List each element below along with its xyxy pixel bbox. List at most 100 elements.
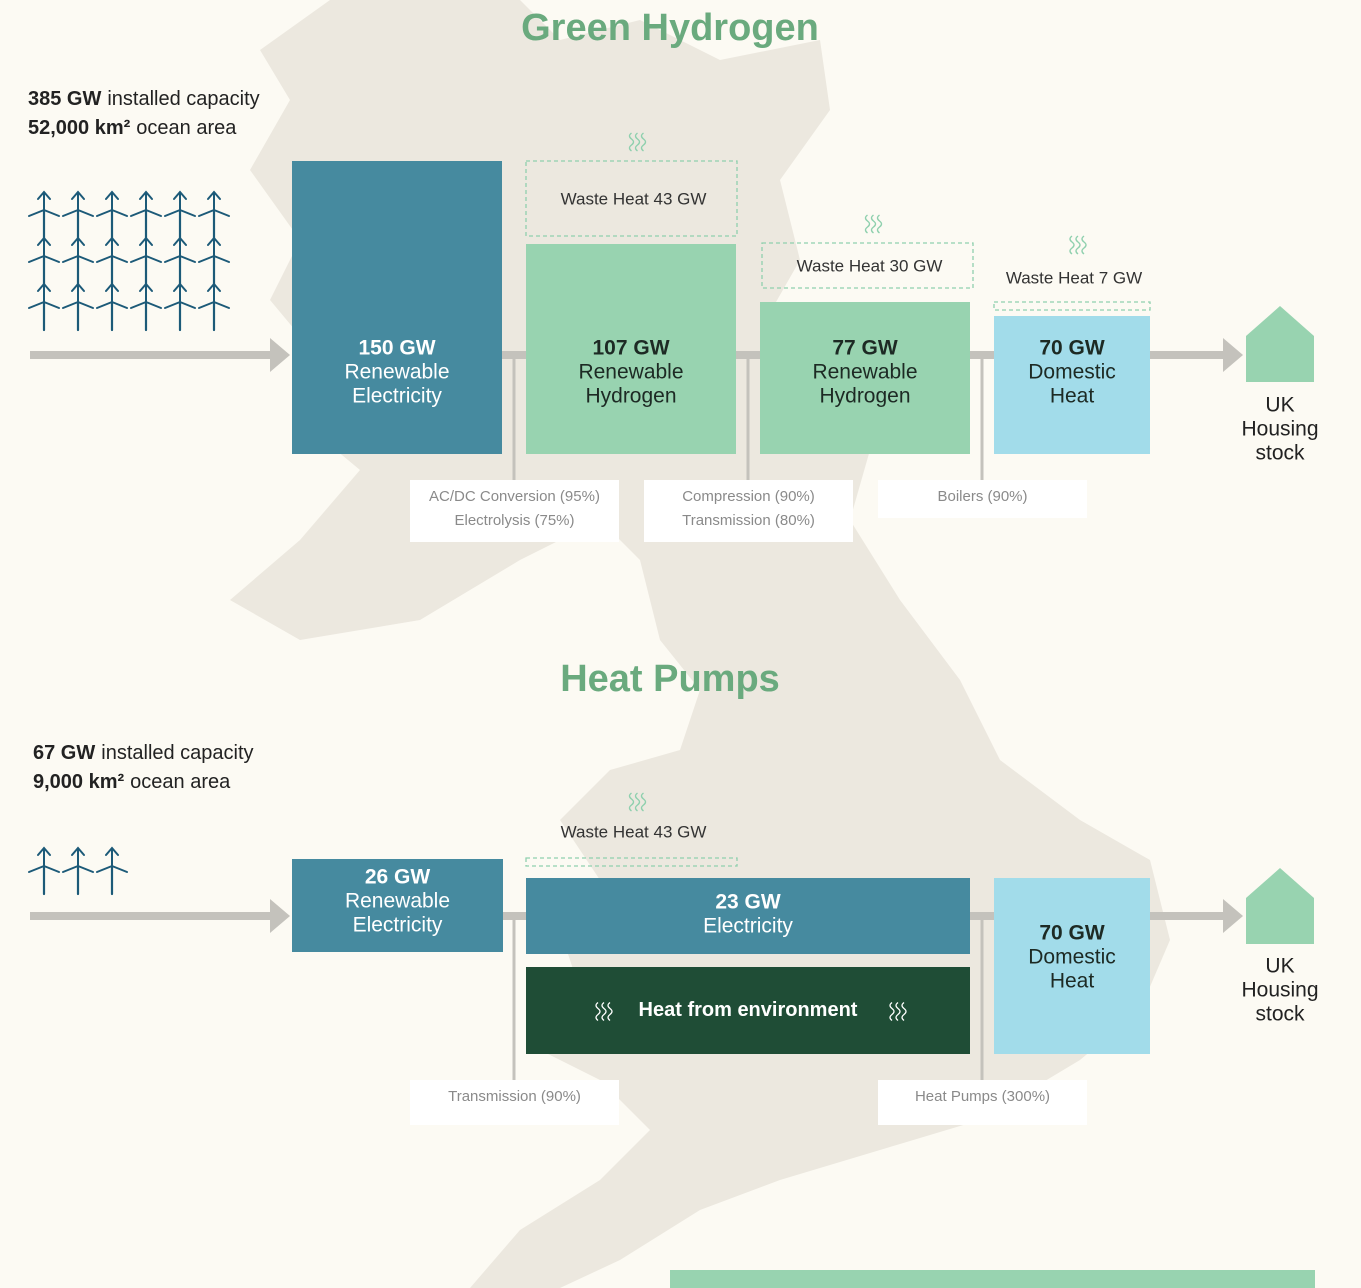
heat-wave bbox=[901, 1001, 907, 1022]
capacity-value: 67 GW bbox=[33, 742, 95, 764]
turbine-blades bbox=[28, 236, 60, 263]
turbine-blades bbox=[62, 282, 94, 309]
heat-wave bbox=[870, 214, 877, 234]
loss-label: Heat Pumps (300%) bbox=[915, 1088, 1050, 1105]
turbine-blades bbox=[198, 236, 230, 263]
destination-label: stock bbox=[1255, 442, 1305, 465]
turbine-blades bbox=[62, 846, 94, 873]
turbine-blades bbox=[130, 282, 162, 309]
wind-turbine bbox=[198, 282, 230, 332]
heat-wave bbox=[889, 1001, 895, 1022]
loss-box bbox=[644, 480, 853, 542]
heat-icon bbox=[628, 132, 647, 152]
heat-wave bbox=[607, 1001, 613, 1022]
capacity-value: 9,000 km² bbox=[33, 771, 125, 793]
destination-label: stock bbox=[1255, 1003, 1305, 1026]
heat-wave bbox=[628, 792, 635, 812]
waste-heat-box bbox=[761, 242, 974, 289]
turbine-blades bbox=[164, 190, 196, 217]
turbine-blades bbox=[198, 282, 230, 309]
capacity-line: 385 GW installed capacity bbox=[28, 88, 260, 110]
wind-turbine bbox=[164, 282, 196, 332]
wind-turbine bbox=[28, 846, 60, 896]
turbine-blades bbox=[198, 190, 230, 217]
block-label: Renewable bbox=[345, 890, 450, 913]
block-value: 107 GW bbox=[592, 337, 669, 360]
heat-wave bbox=[1075, 235, 1081, 255]
turbine-blades bbox=[28, 282, 60, 309]
block-label: Electricity bbox=[353, 914, 443, 937]
turbine-blades bbox=[96, 846, 128, 873]
heat-wave bbox=[876, 214, 883, 234]
turbine-blades bbox=[28, 846, 60, 873]
arrow-head bbox=[270, 899, 290, 933]
turbine-blades bbox=[130, 190, 162, 217]
wind-turbine bbox=[130, 282, 162, 332]
wind-turbine bbox=[62, 190, 94, 240]
block-label: Domestic bbox=[1028, 946, 1116, 969]
wind-turbine bbox=[96, 282, 128, 332]
heat-wave bbox=[595, 1001, 601, 1022]
wind-turbine bbox=[28, 190, 60, 240]
wind-turbine bbox=[96, 190, 128, 240]
capacity-line: 67 GW installed capacity bbox=[33, 742, 254, 764]
capacity-label: ocean area bbox=[136, 117, 237, 139]
waste-heat-box bbox=[525, 160, 738, 237]
loss-label: Boilers (90%) bbox=[937, 488, 1027, 505]
block-label: Hydrogen bbox=[585, 385, 676, 408]
house-icon bbox=[1246, 306, 1314, 382]
wind-turbine bbox=[130, 236, 162, 286]
loss-label: Transmission (80%) bbox=[682, 512, 815, 529]
heat-icon bbox=[1069, 235, 1087, 255]
arrow-head bbox=[1223, 338, 1243, 372]
destination-label: UK bbox=[1265, 394, 1294, 417]
block-value: 23 GW bbox=[715, 891, 781, 914]
loss-label: Transmission (90%) bbox=[448, 1088, 581, 1105]
capacity-line: 9,000 km² ocean area bbox=[33, 771, 231, 793]
loss-label: AC/DC Conversion (95%) bbox=[429, 488, 600, 505]
wind-turbine bbox=[96, 236, 128, 286]
turbine-blades bbox=[28, 190, 60, 217]
block-value: 70 GW bbox=[1039, 922, 1105, 945]
heat-wave bbox=[640, 132, 647, 152]
flow-block bbox=[760, 302, 970, 454]
block-label: Hydrogen bbox=[819, 385, 910, 408]
heat-wave bbox=[634, 132, 641, 152]
loss-box bbox=[410, 1080, 619, 1125]
destination-label: UK bbox=[1265, 955, 1294, 978]
waste-heat-label: Waste Heat 43 GW bbox=[561, 822, 707, 841]
flow-block bbox=[526, 878, 970, 954]
block-label: Renewable bbox=[812, 361, 917, 384]
wind-turbine bbox=[96, 846, 128, 896]
loss-box bbox=[878, 480, 1087, 518]
house-icon bbox=[1246, 868, 1314, 944]
wind-turbine bbox=[28, 282, 60, 332]
capacity-label: installed capacity bbox=[107, 88, 259, 110]
capacity-label: installed capacity bbox=[101, 742, 253, 764]
bottom-bar bbox=[670, 1270, 1315, 1288]
turbine-blades bbox=[62, 190, 94, 217]
capacity-value: 52,000 km² bbox=[28, 117, 131, 139]
waste-heat-box bbox=[993, 301, 1151, 311]
environment-label: Heat from environment bbox=[639, 999, 858, 1021]
flow-block bbox=[292, 859, 503, 952]
wind-turbine bbox=[164, 190, 196, 240]
turbine-blades bbox=[96, 190, 128, 217]
heat-icon bbox=[628, 792, 647, 812]
block-label: Heat bbox=[1050, 385, 1095, 408]
block-value: 70 GW bbox=[1039, 337, 1105, 360]
wind-turbine bbox=[130, 190, 162, 240]
heat-wave bbox=[1069, 235, 1075, 255]
heat-icon bbox=[595, 1001, 613, 1022]
block-value: 150 GW bbox=[358, 337, 435, 360]
flow-block bbox=[994, 878, 1150, 1054]
heat-wave bbox=[601, 1001, 607, 1022]
waste-heat-label: Waste Heat 43 GW bbox=[561, 189, 707, 208]
block-label: Renewable bbox=[344, 361, 449, 384]
turbine-blades bbox=[62, 236, 94, 263]
capacity-value: 385 GW bbox=[28, 88, 101, 110]
wind-turbine bbox=[28, 236, 60, 286]
turbine-blades bbox=[130, 236, 162, 263]
waste-heat-label: Waste Heat 30 GW bbox=[797, 256, 943, 275]
